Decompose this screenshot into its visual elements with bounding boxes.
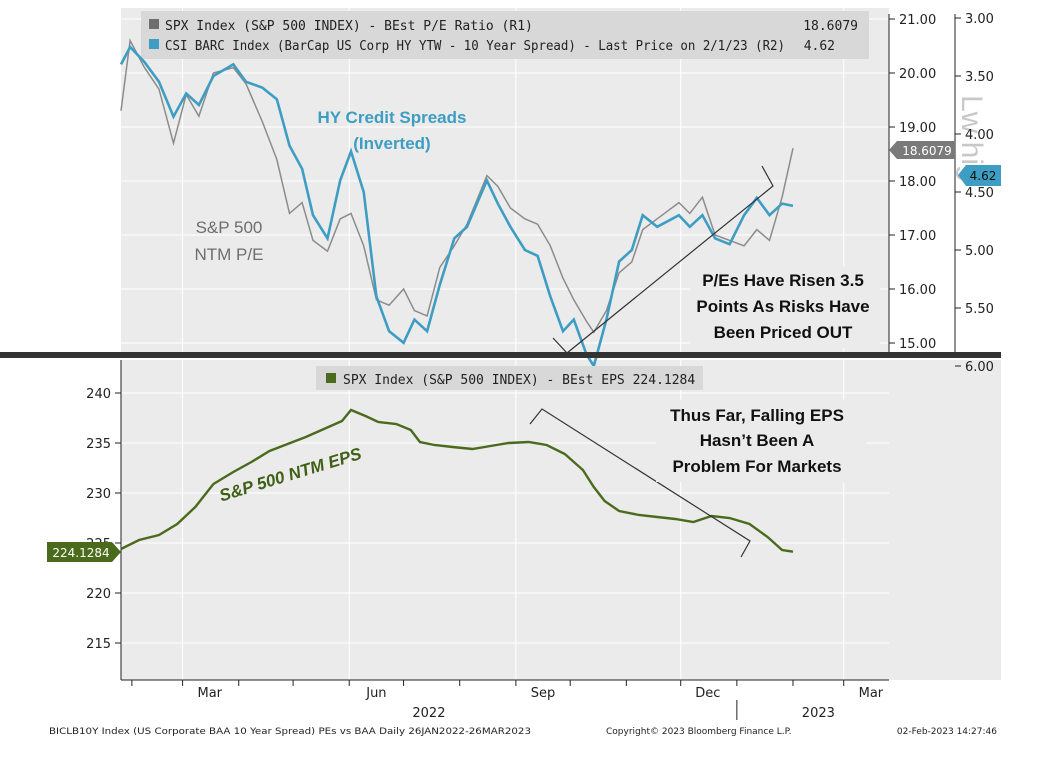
x-year-label: 2023 — [802, 706, 835, 721]
eps-axis-tick-label: 220 — [86, 587, 111, 602]
risen-annotation-line1: P/Es Have Risen 3.5 — [702, 271, 864, 290]
pe-legend-label: SPX Index (S&P 500 INDEX) - BEst P/E Rat… — [165, 19, 533, 34]
x-tick-label: Mar — [197, 686, 222, 701]
x-axis: Mar Jun Sep Dec Mar 2022 2023 — [121, 679, 889, 721]
eps-legend-swatch — [326, 373, 336, 383]
eps-axis-tick-label: 240 — [86, 387, 111, 402]
pe-legend-value: 18.6079 — [803, 19, 858, 34]
thus-annotation-line2: Hasn’t Been A — [700, 431, 815, 450]
hy-last-marker-label: 4.62 — [970, 169, 997, 183]
top-legend-box — [141, 11, 869, 59]
pe-annotation-line2: NTM P/E — [195, 245, 264, 264]
risen-annotation-line3: Been Priced OUT — [714, 323, 853, 342]
pe-ratio-line — [120, 38, 794, 334]
pe-axis-tick-label: 18.00 — [899, 175, 936, 190]
pe-legend-swatch — [149, 19, 159, 29]
hy-legend-value: 4.62 — [804, 39, 835, 54]
hy-last-marker: 4.62 — [958, 165, 1001, 186]
footer-right: 02-Feb-2023 14:27:46 — [897, 727, 997, 737]
panel-divider — [0, 352, 1001, 358]
x-tick-label: Mar — [859, 686, 884, 701]
hy-axis-tick-label: 5.50 — [965, 302, 994, 317]
hy-axis-tick-label: 4.00 — [965, 128, 994, 143]
hy-annotation-line2: (Inverted) — [353, 134, 430, 153]
pe-axis: 21.00 20.00 19.00 18.00 17.00 16.00 15.00 — [888, 13, 936, 352]
hy-axis-tick-label: 3.00 — [965, 12, 994, 27]
hy-axis-tick-label: 5.00 — [965, 244, 994, 259]
pe-axis-tick-label: 19.00 — [899, 121, 936, 136]
hy-spread-line — [119, 44, 794, 370]
eps-axis: 240235230225220215 — [86, 360, 122, 680]
risen-bracket — [552, 165, 774, 354]
risen-annotation-line2: Points As Risks Have — [696, 297, 869, 316]
x-tick-label: Dec — [695, 686, 720, 701]
x-year-label: 2022 — [412, 706, 445, 721]
eps-axis-tick-label: 215 — [86, 637, 111, 652]
hy-annotation-line1: HY Credit Spreads — [318, 108, 467, 127]
footer-center: Copyright© 2023 Bloomberg Finance L.P. — [606, 727, 791, 737]
hy-axis: 3.00 3.50 4.00 4.50 5.00 5.50 6.00 — [954, 12, 994, 375]
risen-annotation-box — [690, 266, 880, 348]
hy-axis-tick-label: 3.50 — [965, 70, 994, 85]
bottom-legend-box — [316, 366, 703, 390]
bottom-right-strip — [889, 360, 1001, 680]
pe-axis-tick-label: 21.00 — [899, 13, 936, 28]
x-tick-label: Sep — [531, 686, 556, 701]
thus-annotation-line1: Thus Far, Falling EPS — [670, 406, 844, 425]
pe-last-marker: 18.6079 — [889, 141, 955, 159]
pe-axis-tick-label: 15.00 — [899, 337, 936, 352]
pe-annotation-line1: S&P 500 — [196, 218, 263, 237]
eps-last-marker-label: 224.1284 — [52, 546, 109, 560]
thus-annotation-line3: Problem For Markets — [672, 457, 841, 476]
pe-axis-tick-label: 16.00 — [899, 283, 936, 298]
hy-axis-tick-label: 6.00 — [965, 360, 994, 375]
eps-axis-tick-label: 230 — [86, 487, 111, 502]
eps-legend-label: SPX Index (S&P 500 INDEX) - BEst EPS 224… — [343, 373, 695, 388]
gridlines — [121, 8, 889, 680]
hy-legend-swatch — [149, 39, 159, 49]
footer-left: BICLB10Y Index (US Corporate BAA 10 Year… — [49, 727, 531, 737]
pe-axis-tick-label: 17.00 — [899, 229, 936, 244]
hy-axis-tick-label: 4.50 — [965, 186, 994, 201]
thus-bracket — [529, 408, 751, 558]
thus-annotation-box — [656, 400, 866, 482]
hy-legend-label: CSI BARC Index (BarCap US Corp HY YTW - … — [165, 39, 785, 54]
eps-line — [120, 408, 794, 553]
pe-last-marker-label: 18.6079 — [902, 144, 952, 158]
eps-axis-tick-label: 235 — [86, 437, 111, 452]
x-tick-label: Jun — [365, 686, 386, 701]
pe-axis-tick-label: 20.00 — [899, 67, 936, 82]
eps-last-marker: 224.1284 — [47, 542, 121, 562]
